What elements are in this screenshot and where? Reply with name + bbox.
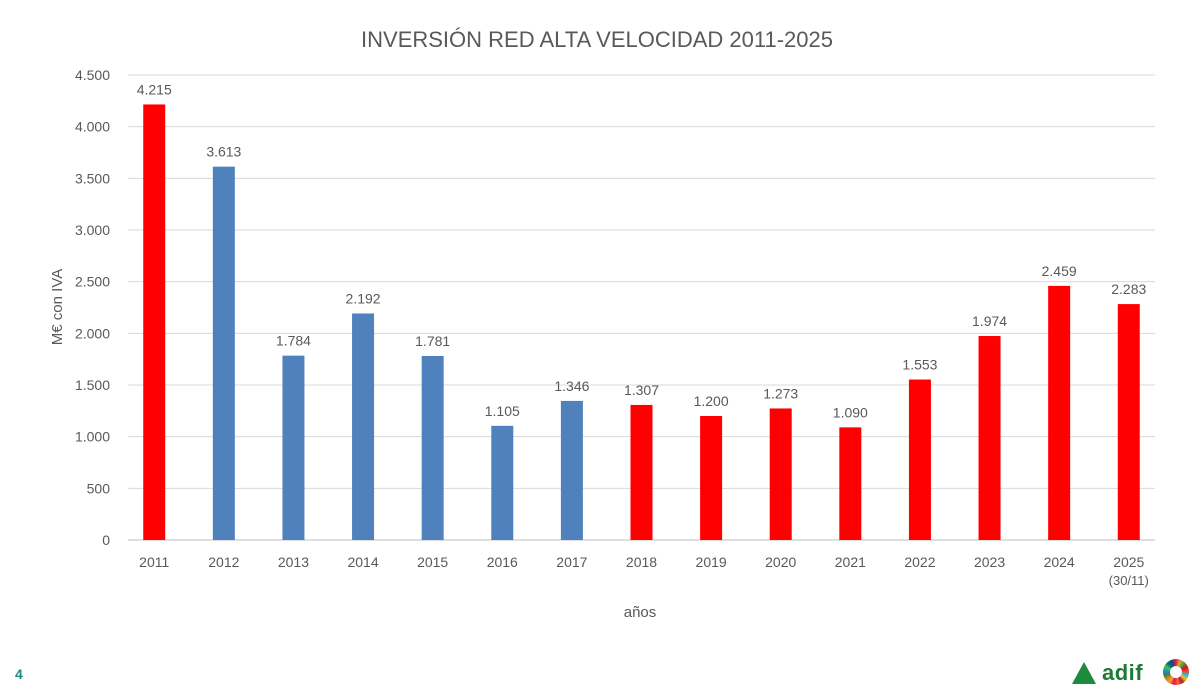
data-label: 1.090 bbox=[833, 404, 868, 420]
y-tick-label: 0 bbox=[102, 532, 110, 548]
x-tick-label: 2016 bbox=[487, 554, 518, 570]
y-tick-label: 1.500 bbox=[75, 377, 110, 393]
bar-2021 bbox=[839, 427, 862, 540]
y-axis-label: M€ con IVA bbox=[49, 269, 66, 345]
y-tick-label: 3.000 bbox=[75, 222, 110, 238]
data-label: 2.459 bbox=[1042, 263, 1077, 279]
x-tick-label: 2023 bbox=[974, 554, 1005, 570]
y-tick-label: 2.000 bbox=[75, 325, 110, 341]
x-tick-label: 2018 bbox=[626, 554, 657, 570]
x-tick-label: 2022 bbox=[904, 554, 935, 570]
data-label: 3.613 bbox=[206, 144, 241, 160]
y-tick-label: 2.500 bbox=[75, 274, 110, 290]
bar-2022 bbox=[908, 379, 931, 540]
bar-2012 bbox=[212, 166, 235, 540]
y-tick-label: 3.500 bbox=[75, 170, 110, 186]
bar-2017 bbox=[560, 400, 583, 540]
sdg-wheel-icon bbox=[1163, 659, 1189, 685]
bar-2011 bbox=[143, 104, 166, 540]
x-tick-label: 2020 bbox=[765, 554, 796, 570]
chart-title: INVERSIÓN RED ALTA VELOCIDAD 2011-2025 bbox=[361, 27, 833, 52]
bar-2024 bbox=[1048, 285, 1071, 540]
bar-2013 bbox=[282, 355, 305, 540]
data-label: 1.974 bbox=[972, 313, 1007, 329]
y-tick-label: 500 bbox=[87, 480, 111, 496]
y-tick-label: 1.000 bbox=[75, 429, 110, 445]
bar-2020 bbox=[769, 408, 792, 540]
x-tick-label: 2014 bbox=[347, 554, 378, 570]
data-label: 1.781 bbox=[415, 333, 450, 349]
data-label: 1.273 bbox=[763, 385, 798, 401]
x-tick-label: 2017 bbox=[556, 554, 587, 570]
y-tick-label: 4.500 bbox=[75, 67, 110, 83]
bar-2018 bbox=[630, 404, 653, 540]
x-tick-label: 2025 bbox=[1113, 554, 1144, 570]
page-number: 4 bbox=[15, 666, 23, 682]
bar-2015 bbox=[421, 355, 444, 540]
x-axis-label: años bbox=[624, 604, 657, 621]
data-label: 2.192 bbox=[346, 290, 381, 306]
x-tick-label: 2019 bbox=[696, 554, 727, 570]
bar-2025 bbox=[1117, 304, 1140, 540]
data-label: 1.200 bbox=[694, 393, 729, 409]
x-tick-label: 2011 bbox=[139, 554, 169, 570]
x-tick-label: 2012 bbox=[208, 554, 239, 570]
bar-2019 bbox=[700, 416, 723, 540]
x-tick-label: 2021 bbox=[835, 554, 866, 570]
adif-logo: adif bbox=[1072, 660, 1143, 686]
adif-logo-mark-icon bbox=[1072, 662, 1096, 684]
bar-2014 bbox=[352, 313, 375, 540]
data-label: 1.105 bbox=[485, 403, 520, 419]
data-label: 2.283 bbox=[1111, 281, 1146, 297]
data-label: 1.307 bbox=[624, 382, 659, 398]
data-label: 1.784 bbox=[276, 333, 311, 349]
x-tick-label: 2024 bbox=[1044, 554, 1075, 570]
y-tick-label: 4.000 bbox=[75, 119, 110, 135]
data-label: 1.553 bbox=[902, 357, 937, 373]
x-tick-sublabel: (30/11) bbox=[1109, 573, 1149, 588]
bar-2016 bbox=[491, 425, 514, 540]
data-label: 1.346 bbox=[554, 378, 589, 394]
x-tick-label: 2015 bbox=[417, 554, 448, 570]
bar-2023 bbox=[978, 336, 1001, 540]
adif-logo-text: adif bbox=[1102, 660, 1144, 685]
x-tick-label: 2013 bbox=[278, 554, 309, 570]
data-label: 4.215 bbox=[137, 81, 172, 97]
